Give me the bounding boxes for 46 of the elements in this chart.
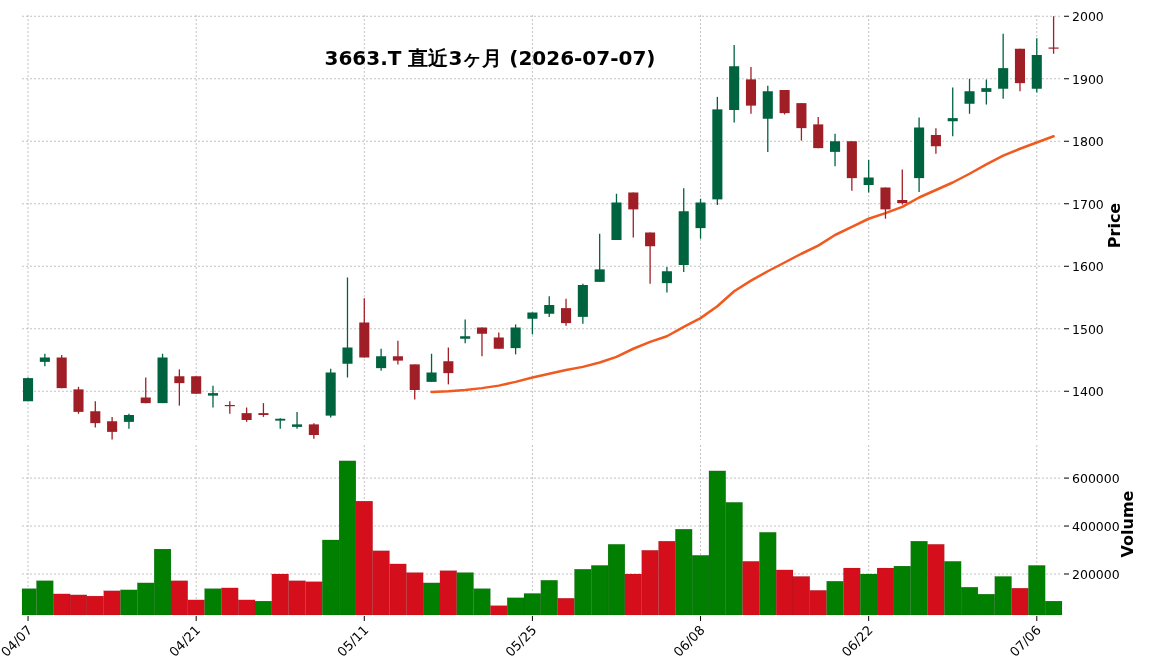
candlestick [645, 231, 656, 285]
candlestick [998, 33, 1009, 100]
candlestick [930, 127, 941, 155]
text: 3663.T 直近3ヶ月 (2026-07-07) [324, 46, 656, 70]
candlestick [544, 295, 555, 318]
candlestick [426, 353, 437, 383]
candlestick [594, 233, 605, 283]
y-tick-label: 600000 [1072, 471, 1120, 487]
candlestick [73, 386, 84, 415]
y-axis-title: Price [1105, 202, 1124, 249]
candlestick [964, 78, 975, 115]
candlestick [510, 323, 521, 356]
y-tick-label: 2000 [1072, 9, 1104, 25]
candlestick [460, 318, 471, 344]
candlestick [981, 78, 992, 106]
y-tick-label: 1700 [1072, 196, 1104, 212]
y-axis-title: Volume [1118, 490, 1137, 558]
candlestick [863, 159, 874, 194]
candlestick [174, 368, 185, 407]
candlestick [476, 326, 488, 357]
y-tick-label: 1400 [1072, 384, 1104, 400]
candlestick [813, 116, 824, 149]
y-tick-label: 400000 [1072, 519, 1120, 535]
candlestick [376, 348, 387, 372]
candlestick [443, 346, 454, 386]
candlestick [90, 400, 101, 429]
y-tick-label: 1600 [1072, 259, 1104, 275]
candlestick [897, 168, 908, 206]
y-tick-label: 1500 [1072, 321, 1104, 337]
candlestick [880, 186, 891, 220]
candlestick [661, 266, 672, 294]
y-tick-label: 1800 [1072, 134, 1104, 150]
candlestick [39, 353, 50, 367]
candlestick [947, 86, 958, 137]
candlestick [342, 276, 353, 379]
candlestick [561, 298, 572, 327]
candlestick [292, 411, 303, 430]
candlestick [207, 384, 219, 409]
candlestick [107, 416, 118, 441]
line-series [430, 135, 1055, 394]
candlestick [779, 89, 790, 116]
candlestick [392, 339, 403, 366]
candlestick [628, 191, 639, 239]
candlestick [829, 133, 841, 167]
y-tick-label: 1900 [1072, 71, 1104, 87]
y-tick-label: 200000 [1072, 567, 1120, 582]
